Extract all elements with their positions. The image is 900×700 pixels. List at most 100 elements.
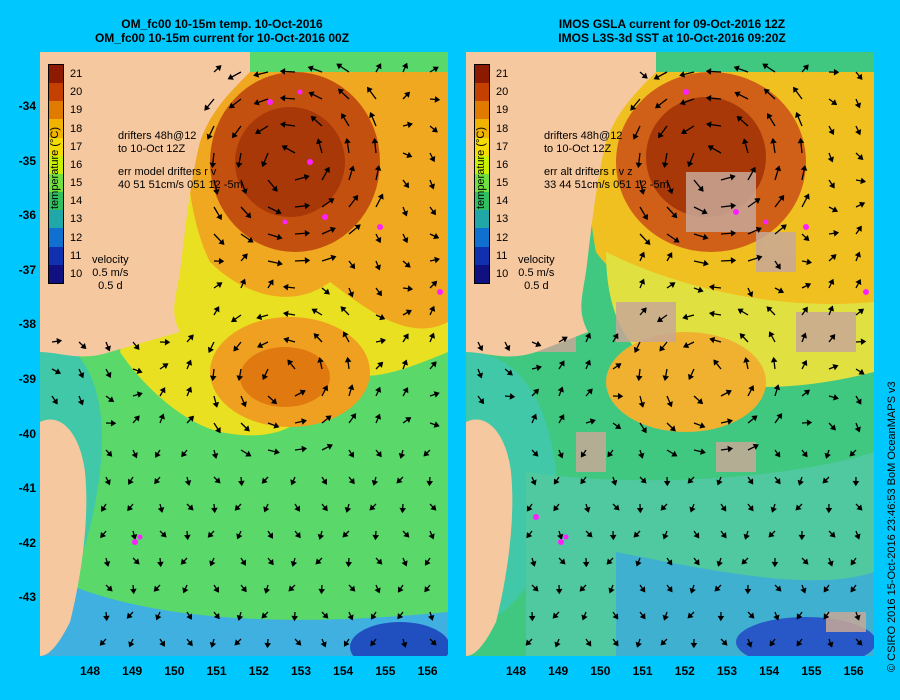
current-arrowhead	[780, 224, 787, 231]
current-arrowhead	[321, 478, 327, 485]
current-arrowhead	[367, 86, 373, 93]
current-arrowhead	[800, 587, 807, 594]
current-arrowhead	[433, 233, 440, 240]
current-arrowhead	[263, 506, 270, 513]
left-panel-title: OM_fc00 10-15m temp. 10-Oct-2016 OM_fc00…	[12, 17, 432, 45]
current-arrowhead	[754, 198, 761, 204]
current-arrowhead	[716, 479, 723, 486]
current-arrowhead	[215, 427, 221, 434]
current-arrowhead	[212, 401, 220, 408]
current-arrowhead	[679, 71, 686, 78]
current-arrowhead	[829, 333, 836, 341]
current-arrowhead	[216, 282, 223, 288]
current-arrowhead	[282, 283, 289, 291]
current-arrowhead	[290, 479, 297, 486]
y-tick-label: -40	[18, 426, 36, 441]
current-arrowhead	[128, 641, 135, 648]
current-arrowhead	[270, 398, 278, 405]
y-tick-label: -37	[18, 262, 36, 277]
current-arrowhead	[697, 185, 704, 192]
y-tick-label: -39	[18, 372, 36, 386]
colorbar-segment	[475, 173, 489, 193]
current-arrowhead	[552, 612, 559, 619]
left-title-line1: OM_fc00 10-15m temp. 10-Oct-2016	[121, 17, 323, 31]
current-arrowhead	[207, 346, 214, 353]
current-arrowhead	[617, 392, 624, 400]
current-arrowhead	[584, 359, 592, 366]
right-velocity-scale: 0.5 m/s	[518, 267, 555, 279]
colorbar-label: 11	[70, 249, 82, 262]
current-arrowhead	[632, 133, 639, 140]
colorbar-segment	[475, 264, 489, 283]
current-arrowhead	[133, 415, 140, 422]
current-arrowhead	[775, 585, 782, 592]
current-arrowhead	[405, 309, 412, 316]
current-arrowhead	[371, 137, 379, 144]
current-arrowhead	[606, 558, 613, 565]
current-arrowhead	[530, 560, 537, 567]
current-arrowhead	[247, 236, 254, 243]
current-arrowhead	[317, 533, 325, 540]
current-arrowhead	[689, 506, 696, 513]
current-arrowhead	[216, 213, 222, 221]
current-arrowhead	[261, 612, 268, 619]
current-arrowhead	[239, 278, 247, 285]
colorbar-segment	[475, 210, 489, 229]
current-arrowhead	[532, 450, 539, 457]
current-arrowhead	[348, 165, 356, 172]
current-arrowhead	[751, 415, 758, 422]
current-arrowhead	[101, 505, 107, 512]
x-tick-label: 155	[375, 664, 396, 678]
current-arrowhead	[372, 534, 380, 541]
current-arrowhead	[127, 504, 134, 512]
x-tick-label: 151	[632, 664, 653, 678]
current-arrowhead	[554, 641, 561, 648]
current-arrowhead	[687, 612, 694, 619]
current-arrowhead	[720, 505, 727, 512]
current-arrowhead	[770, 356, 778, 363]
current-arrowhead	[136, 391, 143, 398]
colorbar-segment	[49, 137, 63, 156]
colorbar-segment	[49, 155, 63, 174]
current-arrowhead	[329, 226, 336, 233]
current-arrowhead	[693, 532, 700, 539]
current-arrowhead	[828, 278, 835, 285]
current-arrowhead	[639, 613, 646, 620]
current-arrowhead	[426, 480, 434, 487]
current-arrowhead	[654, 102, 662, 109]
x-tick-label: 154	[333, 664, 354, 678]
current-arrowhead	[856, 225, 862, 232]
current-arrowhead	[235, 162, 243, 168]
colorbar-segment	[49, 228, 63, 247]
current-arrowhead	[337, 88, 344, 95]
current-arrowhead	[430, 504, 437, 511]
current-arrowhead	[427, 614, 435, 621]
current-arrowhead	[797, 479, 804, 486]
current-arrowhead	[307, 65, 314, 72]
current-arrowhead	[133, 343, 140, 350]
current-arrowhead	[54, 368, 62, 375]
current-arrowhead	[313, 333, 320, 340]
current-arrowhead	[403, 181, 410, 189]
current-arrowhead	[770, 506, 777, 513]
current-arrowhead	[701, 208, 708, 215]
current-arrowhead	[110, 419, 117, 427]
colorbar-label: 21	[496, 68, 509, 80]
current-arrowhead	[699, 422, 706, 429]
current-arrowhead	[304, 257, 311, 264]
y-tick-label: -42	[18, 535, 36, 550]
current-arrowhead	[795, 504, 802, 511]
current-arrowhead	[683, 342, 690, 349]
current-arrowhead	[747, 505, 754, 512]
current-arrowhead	[186, 613, 192, 620]
left-title-line2: OM_fc00 10-15m current for 10-Oct-2016 0…	[94, 31, 350, 45]
current-arrowhead	[218, 238, 225, 246]
current-arrowhead	[696, 398, 704, 405]
current-arrowhead	[532, 585, 539, 592]
current-arrowhead	[702, 233, 709, 241]
current-arrowhead	[589, 418, 596, 425]
left-velocity-legend: velocity 0.5 m/s 0.5 d	[92, 254, 129, 293]
colorbar-label: 16	[496, 158, 509, 171]
right-velocity-time: 0.5 d	[524, 280, 549, 292]
current-arrowhead	[301, 445, 308, 453]
